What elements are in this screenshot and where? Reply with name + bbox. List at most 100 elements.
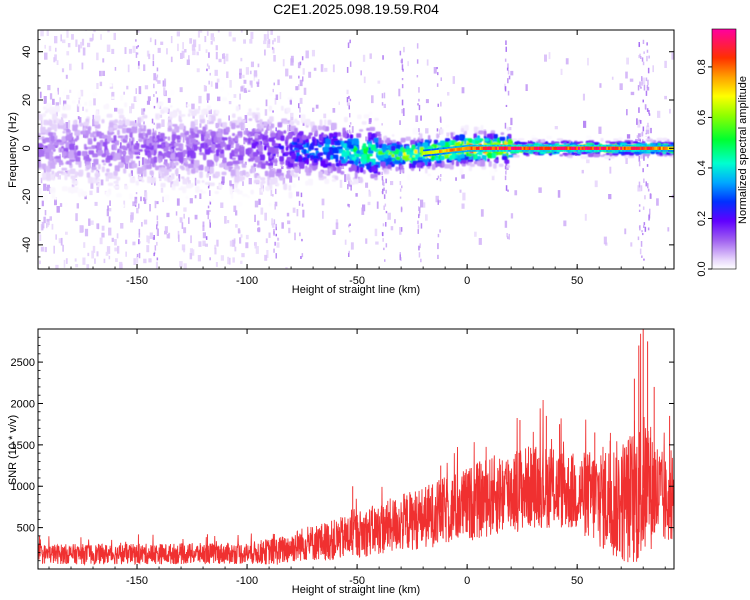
spectrogram-cell [459,154,465,159]
spectrogram-cell [228,166,234,169]
spectrogram-cell [268,202,272,207]
spectrogram-cell [235,125,240,129]
spectrogram-carrier-cell [435,150,438,154]
spectrogram-cell [392,139,396,144]
spectrogram-carrier-halo [558,150,562,152]
spectrogram-noise-cell [96,83,99,89]
spectrogram-noise-cell [149,37,152,43]
spectrogram-cell [62,91,66,97]
spectrogram-noise-cell [624,228,627,235]
spectrogram-cell [600,137,604,142]
spectrogram-carrier-halo [468,150,472,152]
spectrogram-streak-cell [209,200,212,205]
spectrogram-carrier-cell [520,146,523,150]
spectrogram-streak-cell [505,185,508,191]
spectrogram-cell [55,155,61,159]
spectrogram-carrier-halo [439,153,442,155]
spectrogram-carrier-halo [645,150,648,152]
spectrogram-carrier-halo [488,150,491,152]
spectrogram-cell [206,105,211,111]
spectrogram-noise-cell [198,106,201,111]
spectrogram-carrier-halo [514,150,518,152]
spectrogram-noise-cell [630,242,633,247]
spectrogram-cell [54,91,58,98]
spectrogram-noise-cell [462,192,466,201]
spectrogram-cell [179,119,183,123]
spectrogram-carrier-cell [431,150,435,154]
spectrogram-cell [387,164,392,170]
spectrogram-streak-cell [642,61,645,66]
spectrogram-noise-cell [204,243,208,247]
spectrogram-carrier-cell [548,146,551,150]
spectrogram-cell [214,144,220,148]
spectrogram-cell [240,122,243,129]
spectrogram-carrier-halo [571,144,574,147]
spectrogram-cell [232,113,236,118]
spectrogram-cell [72,175,76,182]
spectrogram-streak-cell [301,153,303,156]
spectrogram-noise-cell [138,86,142,95]
spectrogram-cell [331,179,337,182]
spectrogram-cell [163,136,168,139]
spectrogram-cell [264,131,268,136]
spectrogram-streak-cell [206,111,208,118]
spectrogram-carrier-halo [553,144,556,147]
spectrogram-noise-cell [68,120,71,128]
spectrogram-streak-cell [641,230,643,233]
spectrogram-cell [488,161,492,167]
spectrogram-streak-cell [156,257,159,261]
spectrogram-cell [121,156,125,163]
spectrogram-streak-cell [153,122,155,125]
spectrogram-noise-cell [69,130,72,134]
spectrogram-carrier-cell [664,146,667,150]
spectrogram-cell [289,144,293,151]
spectrogram-carrier-cell [660,146,664,150]
spectrogram-streak-cell [646,49,649,53]
spectrogram-carrier-halo [609,144,613,147]
spectrogram-noise-cell [245,128,248,132]
spectrogram-cell [369,126,376,131]
spectrogram-cell [49,162,56,169]
spectrogram-noise-cell [374,228,378,237]
spectrogram-streak-cell [505,162,508,167]
spectrogram-cell [344,156,348,162]
spectrogram-carrier-halo [556,150,560,152]
spectrogram-noise-cell [637,121,641,128]
spectrogram-streak-cell [638,42,640,47]
spectrogram-noise-cell [166,212,170,218]
spectrogram-noise-cell [510,70,514,76]
spectrogram-carrier-cell [430,150,433,154]
spectrogram-cell [174,142,179,147]
spectrogram-noise-cell [435,195,439,203]
spectrogram-cell [42,113,46,117]
spectrogram-carrier-halo [426,149,430,151]
spectrogram-carrier-cell [595,146,599,150]
spectrogram-cell [126,127,132,134]
spectrogram-streak-cell [420,223,423,229]
spectrogram-noise-cell [132,241,136,246]
spectrogram-noise-cell [148,53,151,60]
spectrogram-carrier-halo [483,150,486,152]
spectrogram-noise-cell [625,71,628,79]
spectrogram-noise-cell [669,108,671,114]
spectrogram-carrier-cell [532,146,535,150]
spectrogram-cell [215,149,220,157]
spectrogram-carrier-halo [592,150,595,152]
spectrogram-streak-cell [347,184,349,190]
spectrogram-streak-cell [383,182,385,187]
spectrogram-noise-cell [56,60,59,65]
spectrogram-streak-cell [638,156,640,162]
spectrogram-carrier-halo [578,144,581,147]
spectrogram-carrier-halo [423,154,426,157]
spectrogram-cell [83,121,89,126]
spectrogram-cell [237,202,243,207]
spectrogram-streak-cell [638,209,641,212]
spectrogram-noise-cell [275,94,279,100]
spectrogram-noise-cell [82,225,84,233]
spectrogram-noise-cell [82,47,86,56]
spectrogram-noise-cell [239,72,242,79]
spectrogram-noise-cell [232,37,236,42]
spectrogram-cell [165,142,170,147]
spectrogram-carrier-cell [572,146,576,150]
spectrogram-cell [460,128,465,133]
